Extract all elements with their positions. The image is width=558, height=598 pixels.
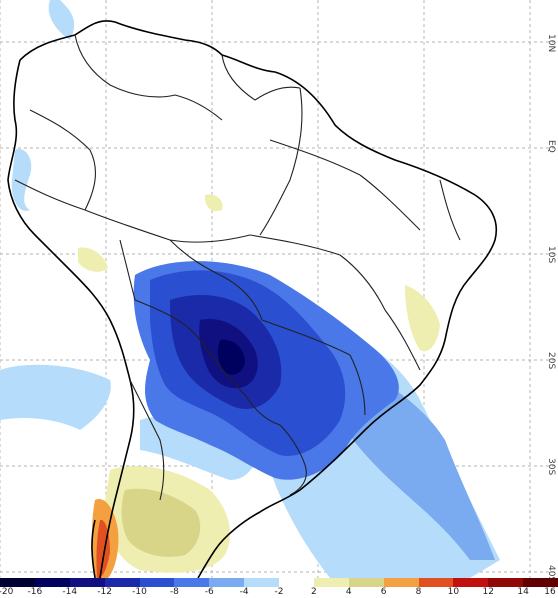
shade-light-blue-nw xyxy=(11,149,32,211)
border-bolivia-brazil xyxy=(169,239,263,321)
colorbar-tick-label: 16 xyxy=(544,587,556,597)
border-state-3 xyxy=(384,309,421,371)
border-venezuela xyxy=(74,34,223,121)
lat-label-eq: EQ xyxy=(546,140,556,153)
colorbar-tick-label: -12 xyxy=(97,587,112,597)
colorbar-tick-label: -8 xyxy=(169,587,179,597)
colorbar-cell xyxy=(523,578,558,587)
border-state-9 xyxy=(439,179,461,241)
colorbar-cell xyxy=(488,578,524,587)
map-canvas xyxy=(0,0,558,578)
colorbar-cell xyxy=(104,578,140,587)
colorbar-tick-label: -4 xyxy=(239,587,249,597)
colorbar-cell xyxy=(313,578,350,587)
colorbar-cell xyxy=(348,578,385,587)
colorbar-tick-label: 2 xyxy=(311,587,317,597)
colorbar-cell xyxy=(69,578,106,587)
coastline xyxy=(7,20,497,578)
colorbar-tick-label: 6 xyxy=(380,587,387,597)
colorbar-tick-label: 4 xyxy=(345,587,352,597)
border-state-4 xyxy=(261,319,351,356)
colorbar-tick-label: 12 xyxy=(482,587,494,597)
colorbar-cell xyxy=(34,578,71,587)
lat-label-30s: 30S xyxy=(546,458,556,476)
shade-light-blue-west xyxy=(0,364,111,430)
border-brazil-north xyxy=(84,209,251,243)
border-ecuador-peru xyxy=(14,179,86,211)
colorbar-tick-label: -2 xyxy=(274,587,284,597)
border-state-6 xyxy=(359,174,421,231)
border-paraguay-argentina xyxy=(199,339,281,426)
anomaly-map: 10N EQ 10S 20S 30S 40S xyxy=(0,0,558,578)
colorbar-tick-label: -10 xyxy=(132,587,147,597)
shade-khaki-patagonia xyxy=(121,488,201,557)
border-state-5 xyxy=(269,139,361,176)
lat-label-40s: 40S xyxy=(546,565,556,578)
colorbar-cell xyxy=(0,578,36,587)
shade-yellow-brazil-ne xyxy=(204,194,223,212)
colorbar-cell xyxy=(139,578,175,587)
colorbar-cell xyxy=(453,578,489,587)
colorbar-tick-label: 10 xyxy=(447,587,460,597)
lat-label-10n: 10N xyxy=(546,34,556,53)
border-guianas xyxy=(221,54,301,101)
colorbar-tick-label: -14 xyxy=(62,587,78,597)
colorbar-cell xyxy=(209,578,245,587)
colorbar-tick-label: -6 xyxy=(204,587,214,597)
colorbar: -20 -16 -14 -12 -10 -8 -6 -4 -2 2 4 6 8 10 12 14 16 xyxy=(0,578,558,598)
colorbar-tick-label: -20 xyxy=(0,587,14,597)
colorbar-tick-label: 8 xyxy=(415,587,422,597)
border-state-8 xyxy=(349,354,366,416)
country-borders xyxy=(14,34,461,501)
shade-red-chile xyxy=(96,519,110,578)
lat-label-10s: 10S xyxy=(546,246,556,264)
colorbar-tick-label: -16 xyxy=(27,587,43,597)
colorbar-cell xyxy=(383,578,419,587)
shade-yellow-bolivia xyxy=(78,247,108,272)
border-colombia xyxy=(29,109,96,211)
colorbar-cell xyxy=(418,578,454,587)
anomaly-shading xyxy=(0,0,500,578)
shade-deep-core xyxy=(217,339,245,375)
colorbar-cell xyxy=(244,578,280,587)
lat-label-20s: 20S xyxy=(546,352,556,370)
border-state-7 xyxy=(259,87,303,236)
border-peru-bolivia xyxy=(119,239,136,301)
shade-yellow-brazil-e xyxy=(405,285,440,352)
border-bolivia-paraguay xyxy=(134,299,201,341)
border-state-1 xyxy=(249,234,341,256)
border-argentina-chile xyxy=(129,379,165,501)
border-uruguay xyxy=(279,424,307,496)
colorbar-cell xyxy=(174,578,210,587)
shade-light-blue-north xyxy=(48,0,75,40)
colorbar-cell xyxy=(279,578,315,587)
colorbar-tick-label: 14 xyxy=(517,587,529,597)
border-state-2 xyxy=(339,254,386,311)
